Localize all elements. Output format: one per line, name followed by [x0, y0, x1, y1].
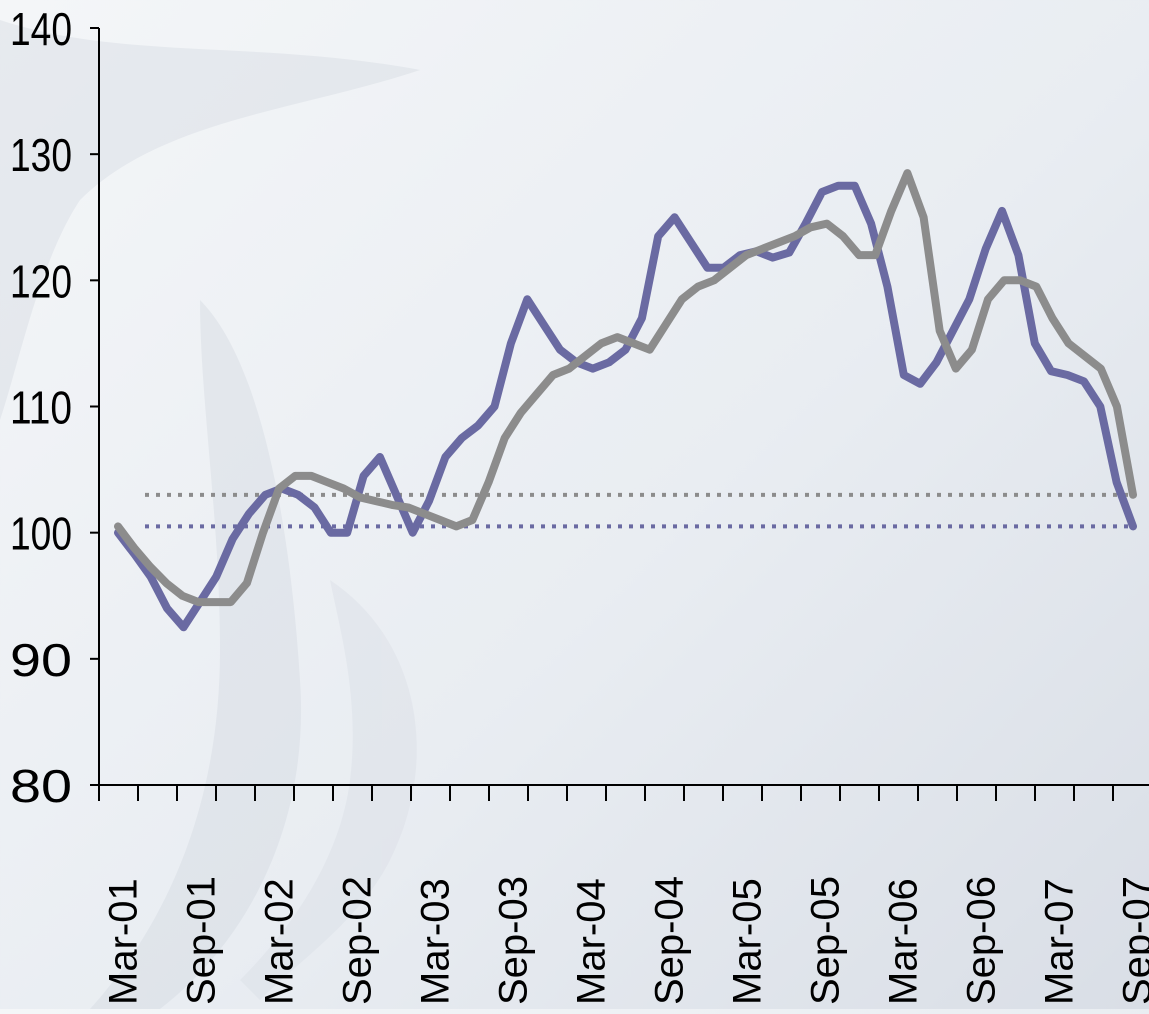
y-tick-label: 110 [10, 382, 72, 434]
x-tick-label: Mar-07 [1038, 878, 1082, 1005]
y-tick-label: 80 [10, 760, 72, 812]
x-tick-label: Mar-01 [102, 878, 146, 1005]
x-tick-label: Sep-07 [1116, 876, 1149, 1005]
x-tick-label: Mar-05 [726, 878, 770, 1005]
y-tick-label: 120 [10, 255, 72, 307]
y-tick-label: 100 [10, 508, 72, 560]
x-tick-label: Sep-03 [492, 876, 536, 1005]
reference-lines [145, 495, 1135, 527]
x-tick-label: Sep-05 [804, 876, 848, 1005]
y-tick-label: 90 [10, 634, 72, 686]
x-tick-label: Sep-06 [960, 876, 1004, 1005]
x-tick-label: Mar-06 [882, 878, 926, 1005]
x-tick-label: Sep-01 [180, 876, 224, 1005]
y-tick-label: 130 [10, 129, 72, 181]
x-tick-label: Mar-03 [414, 878, 458, 1005]
x-tick-label: Sep-04 [648, 876, 692, 1005]
x-tick-label: Mar-04 [570, 878, 614, 1005]
x-tick-label: Sep-02 [336, 876, 380, 1005]
y-tick-label: 140 [10, 3, 72, 55]
x-tick-label: Mar-02 [258, 878, 302, 1005]
x-axis-tick-labels: Mar-01 Sep-01 Mar-02 Sep-02 Mar-03 Sep-03 Mar-… [102, 876, 1149, 1005]
